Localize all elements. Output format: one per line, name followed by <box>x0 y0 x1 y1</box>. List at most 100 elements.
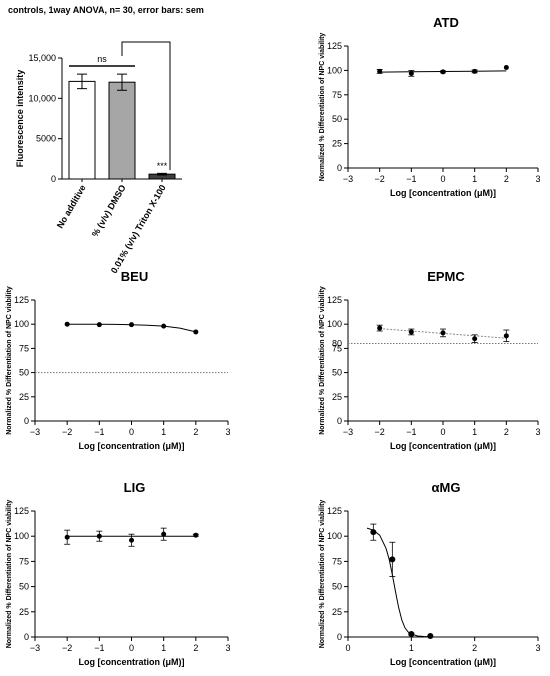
chart-title: BEU <box>121 269 148 284</box>
data-point <box>96 533 102 539</box>
y-tick-label: 0 <box>337 163 342 173</box>
y-tick-label: 25 <box>19 392 29 402</box>
y-tick-label: 75 <box>19 343 29 353</box>
chart-title: EPMC <box>427 269 465 284</box>
dose-response-chart: BEU 0 25 50 75 100 125 −3 −2 −1 0 1 2 3 Log [concentra… <box>6 269 231 451</box>
data-point <box>440 69 446 75</box>
data-point <box>472 68 478 74</box>
dose-response-chart: αMG 0 25 50 75 100 125 0 1 2 3 Log [concentration (… <box>319 480 541 667</box>
y-tick-label: 100 <box>14 531 29 541</box>
y-tick-label: 0 <box>24 632 29 642</box>
x-tick-label: 2 <box>193 643 198 653</box>
x-tick-label: 0 <box>129 427 134 437</box>
category-label: No additive <box>55 183 88 230</box>
data-point <box>408 329 414 335</box>
y-axis-label: Fluorescence intensity <box>15 70 25 168</box>
x-tick-label: 0 <box>440 427 445 437</box>
bar <box>68 80 96 180</box>
x-tick-label: 3 <box>535 174 540 184</box>
dose-response-chart: ATD 0 25 50 75 100 125 −3 −2 −1 0 1 2 3 Log [concentra… <box>319 15 541 198</box>
data-point <box>96 322 102 328</box>
chart-title: ATD <box>433 15 459 30</box>
data-point <box>129 322 134 328</box>
y-axis-label: Normalized % Differentiation of NPC viab… <box>319 500 326 649</box>
y-tick-label: 0 <box>51 174 56 184</box>
y-axis-label: Normalized % Differentiation of NPC viab… <box>6 286 13 435</box>
data-point <box>193 329 199 335</box>
y-tick-label: 125 <box>327 295 342 305</box>
y-tick-label: 75 <box>332 343 342 353</box>
x-tick-label: 1 <box>472 427 477 437</box>
y-tick-label: 75 <box>19 556 29 566</box>
x-tick-label: 0 <box>440 174 445 184</box>
y-tick-label: 0 <box>337 416 342 426</box>
x-tick-label: 3 <box>535 427 540 437</box>
data-point <box>503 64 509 70</box>
x-tick-label: −3 <box>30 427 40 437</box>
data-point <box>389 556 396 563</box>
data-point <box>129 537 134 543</box>
chart-title: LIG <box>124 480 146 495</box>
x-tick-label: 3 <box>225 643 230 653</box>
y-tick-label: 100 <box>327 531 342 541</box>
x-tick-label: 3 <box>225 427 230 437</box>
dose-response-chart: EPMC 0 25 50 75 100 125 80 −3 −2 −1 0 1 2 3 Log [concen… <box>319 269 541 451</box>
x-tick-label: −3 <box>343 174 353 184</box>
data-point <box>503 333 509 339</box>
y-tick-label: 125 <box>327 41 342 51</box>
data-point <box>64 534 70 540</box>
comparison-bracket <box>121 41 171 171</box>
fit-curve <box>366 527 431 638</box>
y-tick-label: 75 <box>332 556 342 566</box>
x-tick-label: 1 <box>409 643 414 653</box>
x-tick-label: 2 <box>193 427 198 437</box>
data-point <box>64 321 70 327</box>
x-tick-label: 3 <box>535 643 540 653</box>
y-axis-label: Normalized % Differentiation of NPC viab… <box>319 286 326 435</box>
data-point <box>370 529 377 536</box>
figure-header: controls, 1way ANOVA, n= 30, error bars:… <box>8 5 204 15</box>
x-axis-label: Log [concentration (μM)] <box>79 441 185 451</box>
x-tick-label: −1 <box>406 427 416 437</box>
data-point <box>472 336 478 342</box>
y-tick-label: 100 <box>327 65 342 75</box>
x-tick-label: −2 <box>375 174 385 184</box>
x-tick-label: 0 <box>345 643 350 653</box>
ns-label: ns <box>97 54 107 64</box>
data-point <box>377 68 383 74</box>
x-tick-label: −3 <box>343 427 353 437</box>
x-tick-label: 0 <box>129 643 134 653</box>
x-axis-label: Log [concentration (μM)] <box>390 657 496 667</box>
x-tick-label: −3 <box>30 643 40 653</box>
chart-title: αMG <box>432 480 461 495</box>
x-tick-label: −2 <box>62 643 72 653</box>
y-tick-label: 10,000 <box>28 93 56 103</box>
x-axis-label: Log [concentration (μM)] <box>79 657 185 667</box>
y-tick-label: 50 <box>19 582 29 592</box>
x-tick-label: −1 <box>406 174 416 184</box>
y-tick-label: 75 <box>332 90 342 100</box>
x-tick-label: 2 <box>504 174 509 184</box>
y-tick-label: 25 <box>332 392 342 402</box>
category-label: % (v/v) DMSO <box>90 183 128 239</box>
x-tick-label: 1 <box>161 427 166 437</box>
x-tick-label: 1 <box>472 174 477 184</box>
y-tick-label-extra: 80 <box>332 339 342 349</box>
data-point <box>440 330 446 336</box>
y-tick-label: 25 <box>19 607 29 617</box>
x-tick-label: 2 <box>504 427 509 437</box>
data-point <box>161 323 167 329</box>
data-point <box>377 325 383 331</box>
x-tick-label: −2 <box>62 427 72 437</box>
data-point <box>408 70 414 76</box>
y-tick-label: 15,000 <box>28 53 56 63</box>
data-point <box>408 630 415 637</box>
x-tick-label: −1 <box>94 427 104 437</box>
y-tick-label: 125 <box>327 506 342 516</box>
bar <box>108 81 136 180</box>
y-tick-label: 125 <box>14 295 29 305</box>
data-point <box>161 531 167 537</box>
y-tick-label: 25 <box>332 607 342 617</box>
x-axis-label: Log [concentration (μM)] <box>390 441 496 451</box>
